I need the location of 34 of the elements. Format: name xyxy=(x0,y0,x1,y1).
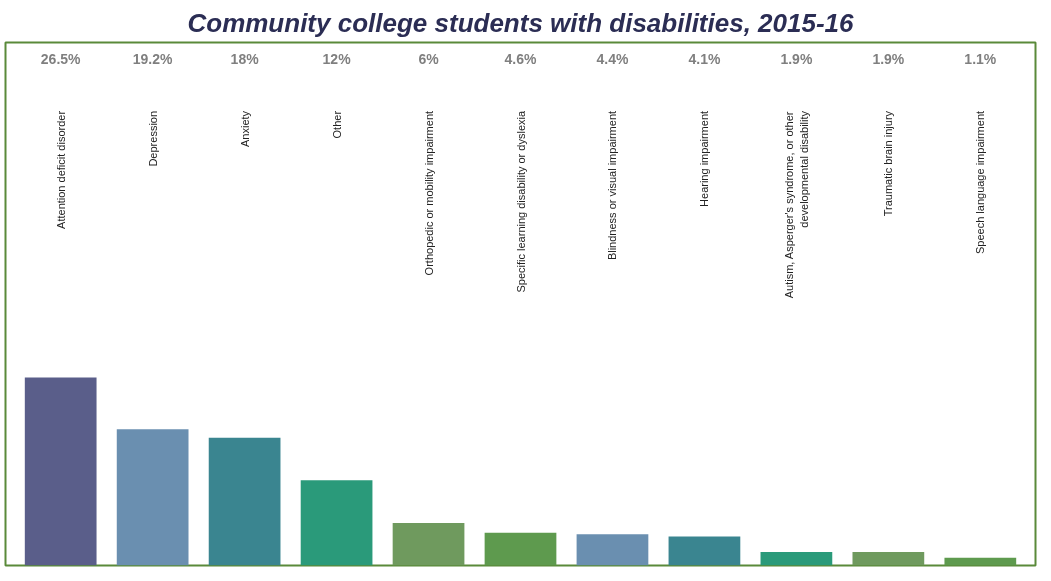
bar xyxy=(484,532,557,566)
chart-title: Community college students with disabilities, 2015-16 xyxy=(187,7,855,38)
x-tick-label: Blindness or visual impairment xyxy=(606,110,619,261)
bar xyxy=(392,522,465,566)
x-tick-label: Attention deficit disorder xyxy=(54,110,67,229)
bar xyxy=(944,557,1017,566)
data-label: 1.9% xyxy=(872,50,905,67)
bar xyxy=(576,534,649,566)
bar xyxy=(24,377,97,566)
data-label: 26.5% xyxy=(40,50,82,67)
bar xyxy=(760,552,833,566)
bar xyxy=(208,437,281,566)
data-label: 12% xyxy=(322,50,352,67)
bar xyxy=(852,552,925,566)
data-label: 1.1% xyxy=(964,50,997,67)
data-label: 19.2% xyxy=(132,50,174,67)
data-label: 4.6% xyxy=(504,50,538,67)
x-tick-label: Anxiety xyxy=(238,110,251,147)
data-label: 1.9% xyxy=(780,50,813,67)
x-tick-label: Other xyxy=(330,110,343,139)
x-tick-label: Speech language impairment xyxy=(974,110,987,255)
data-label: 4.1% xyxy=(688,50,721,67)
bar xyxy=(300,480,373,566)
bar xyxy=(668,536,741,566)
data-label: 6% xyxy=(418,50,440,67)
data-label: 18% xyxy=(230,50,260,67)
data-label: 4.4% xyxy=(596,50,629,67)
x-tick-label: Hearing impairment xyxy=(698,110,711,207)
x-tick-label: Specific learning disability or dyslexia xyxy=(514,110,527,293)
x-tick-label: Autism, Asperger's syndrome, or other developmental disability xyxy=(783,110,810,299)
x-tick-label: Depression xyxy=(146,110,159,167)
bar xyxy=(116,429,189,566)
x-tick-label: Traumatic brain injury xyxy=(882,110,895,217)
x-tick-label: Orthopedic or mobility impairment xyxy=(422,110,435,276)
